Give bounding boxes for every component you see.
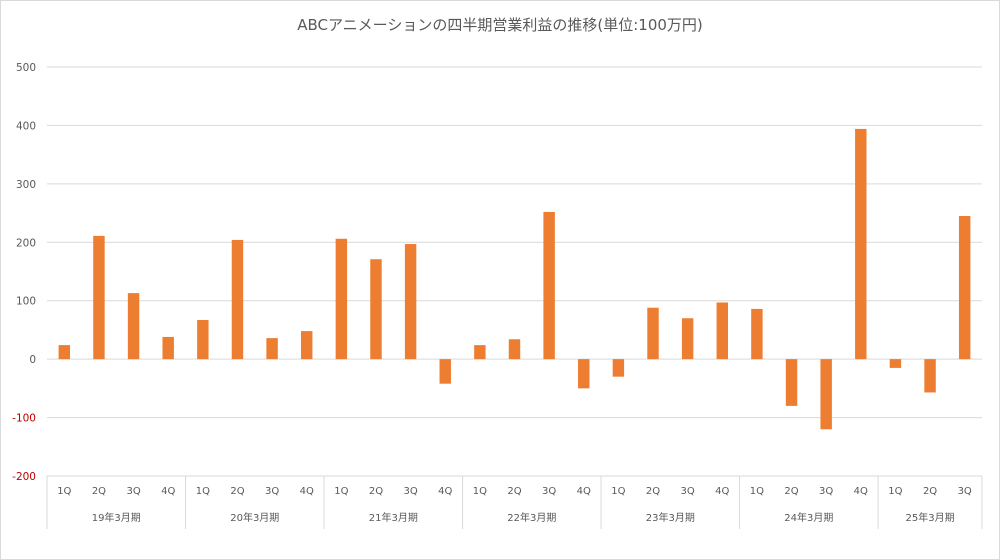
quarter-tick-label: 4Q: [438, 486, 452, 497]
quarter-tick-label: 1Q: [57, 486, 71, 497]
bar: [785, 359, 798, 406]
quarter-tick-label: 1Q: [750, 486, 764, 497]
bar: [231, 239, 244, 360]
bar: [578, 359, 590, 389]
quarter-tick-label: 3Q: [403, 486, 417, 497]
fiscal-year-label: 24年3月期: [784, 511, 833, 524]
quarter-tick-label: 1Q: [334, 486, 348, 497]
bar: [612, 359, 625, 377]
quarter-tick-label: 2Q: [230, 486, 244, 497]
bar: [404, 244, 417, 360]
bar: [162, 336, 174, 360]
bar: [93, 235, 105, 360]
bar: [924, 359, 936, 393]
bar: [820, 359, 832, 430]
y-tick-label: 500: [16, 62, 36, 74]
quarter-tick-label: 1Q: [473, 486, 487, 497]
quarter-tick-label: 3Q: [542, 486, 556, 497]
bar: [127, 293, 140, 360]
bar: [197, 319, 209, 360]
quarter-tick-label: 4Q: [300, 486, 314, 497]
bar: [958, 215, 971, 360]
quarter-tick-label: 4Q: [577, 486, 591, 497]
bar: [889, 359, 902, 368]
fiscal-year-label: 23年3月期: [646, 511, 695, 524]
quarter-tick-label: 3Q: [126, 486, 140, 497]
y-tick-label: 400: [16, 120, 36, 132]
bar: [716, 302, 728, 360]
fiscal-year-label: 25年3月期: [906, 511, 955, 524]
bar: [681, 318, 694, 360]
y-tick-label: 300: [16, 179, 36, 191]
chart-title: ABCアニメーションの四半期営業利益の推移(単位:100万円): [297, 16, 703, 34]
bar: [474, 345, 486, 360]
quarter-tick-label: 1Q: [196, 486, 210, 497]
bar: [508, 339, 521, 360]
y-tick-label: -100: [12, 413, 36, 425]
quarter-tick-label: 1Q: [611, 486, 625, 497]
fiscal-year-label: 19年3月期: [92, 511, 141, 524]
bar: [301, 331, 313, 360]
quarter-tick-label: 3Q: [819, 486, 833, 497]
quarter-tick-label: 2Q: [784, 486, 798, 497]
y-tick-label: 100: [16, 296, 36, 308]
bar: [335, 238, 348, 360]
quarter-tick-label: 3Q: [958, 486, 972, 497]
quarter-tick-label: 3Q: [681, 486, 695, 497]
quarter-tick-label: 2Q: [923, 486, 937, 497]
bar: [439, 359, 451, 384]
bar: [266, 338, 278, 360]
y-tick-label: 200: [16, 237, 36, 249]
bar: [855, 128, 867, 360]
quarter-tick-label: 2Q: [92, 486, 106, 497]
quarter-tick-label: 2Q: [369, 486, 383, 497]
fiscal-year-label: 22年3月期: [507, 511, 556, 524]
bar: [543, 211, 555, 360]
quarter-tick-label: 4Q: [715, 486, 729, 497]
y-tick-label: 0: [29, 354, 36, 366]
quarter-tick-label: 4Q: [161, 486, 175, 497]
quarter-tick-label: 3Q: [265, 486, 279, 497]
quarter-tick-label: 4Q: [854, 486, 868, 497]
bar: [751, 308, 763, 360]
quarter-tick-label: 2Q: [646, 486, 660, 497]
bar: [370, 259, 382, 360]
bar: [58, 345, 71, 360]
fiscal-year-label: 21年3月期: [369, 511, 418, 524]
quarter-tick-label: 2Q: [507, 486, 521, 497]
y-tick-label: -200: [12, 471, 36, 483]
fiscal-year-label: 20年3月期: [230, 511, 279, 524]
quarter-tick-label: 1Q: [888, 486, 902, 497]
bar: [647, 307, 659, 360]
